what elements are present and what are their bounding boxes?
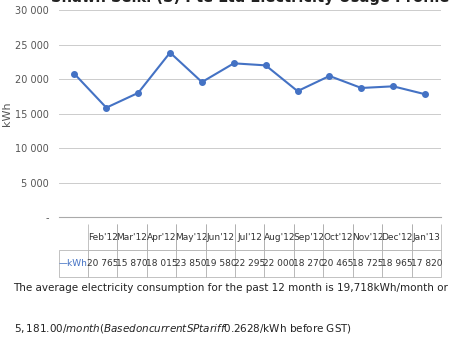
- Text: The average electricity consumption for the past 12 month is 19,718kWh/month or: The average electricity consumption for …: [14, 283, 448, 293]
- Title: Shawn Seiki (S) Pte Ltd Electricity Usage Profile: Shawn Seiki (S) Pte Ltd Electricity Usag…: [50, 0, 449, 5]
- Y-axis label: kWh: kWh: [2, 101, 12, 126]
- Text: $5,181.00/month (Based on current SP tariff $0.2628/kWh before GST): $5,181.00/month (Based on current SP tar…: [14, 322, 351, 335]
